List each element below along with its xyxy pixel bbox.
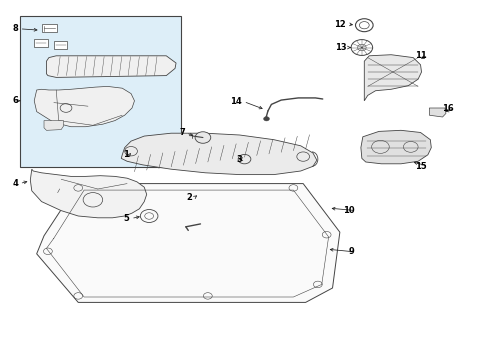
Text: 3: 3	[236, 154, 242, 163]
Text: 13: 13	[334, 43, 346, 52]
Text: 4: 4	[12, 179, 18, 188]
Polygon shape	[37, 184, 339, 302]
Text: 15: 15	[414, 162, 426, 171]
Text: 8: 8	[12, 24, 18, 33]
Text: 10: 10	[342, 206, 354, 215]
Text: 12: 12	[334, 19, 346, 29]
Text: 5: 5	[123, 214, 129, 223]
Bar	[20, 16, 181, 167]
Polygon shape	[360, 130, 430, 164]
Text: 2: 2	[186, 194, 192, 202]
Polygon shape	[364, 55, 421, 101]
Polygon shape	[30, 169, 146, 218]
Text: 11: 11	[414, 51, 426, 60]
Circle shape	[195, 132, 210, 143]
Polygon shape	[46, 56, 176, 77]
Circle shape	[263, 117, 269, 121]
Polygon shape	[44, 121, 63, 130]
Text: 9: 9	[348, 248, 354, 256]
Text: 7: 7	[179, 128, 184, 137]
Polygon shape	[428, 108, 445, 117]
Polygon shape	[121, 133, 316, 175]
Bar	[41, 24, 57, 32]
Polygon shape	[34, 86, 134, 127]
Bar	[54, 41, 67, 49]
Bar	[34, 39, 48, 47]
Text: 16: 16	[441, 104, 453, 113]
Text: 14: 14	[230, 97, 242, 106]
Text: 1: 1	[122, 150, 128, 158]
Text: 6: 6	[12, 96, 18, 105]
